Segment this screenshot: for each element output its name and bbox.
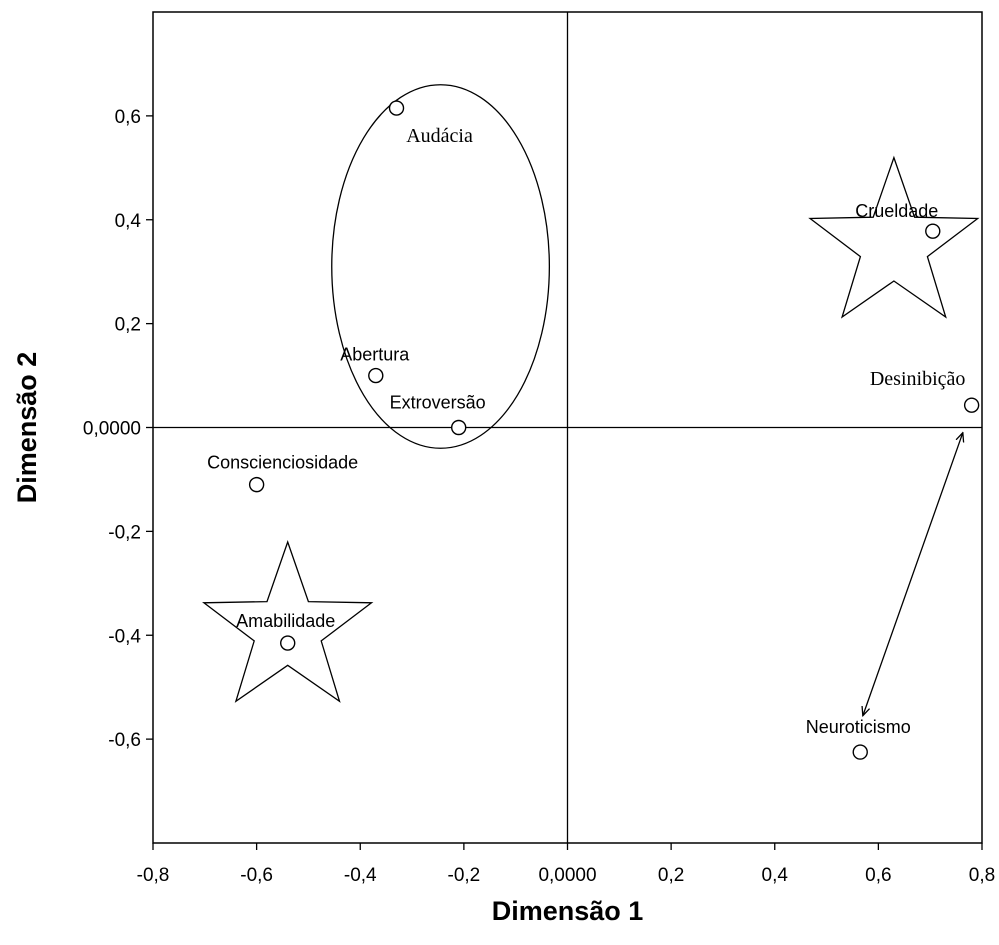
point-label-abertura: Abertura <box>340 345 410 365</box>
data-point-conscienciosidade <box>248 476 265 493</box>
star-annotation <box>202 540 374 703</box>
x-tick-label: 0,0000 <box>538 865 596 886</box>
y-tick-label: 0,2 <box>115 315 141 336</box>
data-point-desinibicao <box>963 397 980 413</box>
point-label-audacia: Audácia <box>406 125 473 147</box>
data-point-crueldade <box>925 223 941 239</box>
y-tick-label: 0,4 <box>115 211 142 232</box>
x-tick-label: -0,2 <box>448 865 481 886</box>
y-axis-title: Dimensão 2 <box>12 352 42 504</box>
data-point-abertura <box>368 367 384 384</box>
y-tick-label: -0,4 <box>108 626 141 647</box>
point-label-desinibicao: Desinibição <box>870 368 966 390</box>
data-point-amabilidade <box>280 635 296 651</box>
x-tick-label: 0,8 <box>969 865 995 886</box>
y-tick-label: -0,6 <box>108 730 141 751</box>
cluster-ellipse <box>331 84 551 449</box>
x-tick-label: -0,4 <box>344 865 377 886</box>
x-tick-label: -0,8 <box>137 865 170 886</box>
point-label-conscienciosidade: Conscienciosidade <box>207 453 358 473</box>
data-point-extroversao <box>450 419 467 436</box>
y-tick-label: 0,0000 <box>83 419 141 440</box>
x-axis-title: Dimensão 1 <box>492 896 644 926</box>
double-arrow <box>863 433 963 716</box>
x-tick-label: 0,4 <box>762 865 789 886</box>
y-tick-label: -0,2 <box>108 522 141 543</box>
data-point-audacia <box>388 100 405 116</box>
data-point-neuroticismo <box>852 744 868 760</box>
y-tick-label: 0,6 <box>115 107 141 128</box>
star-annotation <box>808 155 980 319</box>
x-tick-label: 0,2 <box>658 865 684 886</box>
x-tick-label: -0,6 <box>240 865 273 886</box>
point-label-extroversao: Extroversão <box>390 393 486 413</box>
point-label-amabilidade: Amabilidade <box>236 611 335 631</box>
x-tick-label: 0,6 <box>865 865 891 886</box>
point-label-crueldade: Crueldade <box>855 201 938 221</box>
point-label-neuroticismo: Neuroticismo <box>806 717 911 737</box>
